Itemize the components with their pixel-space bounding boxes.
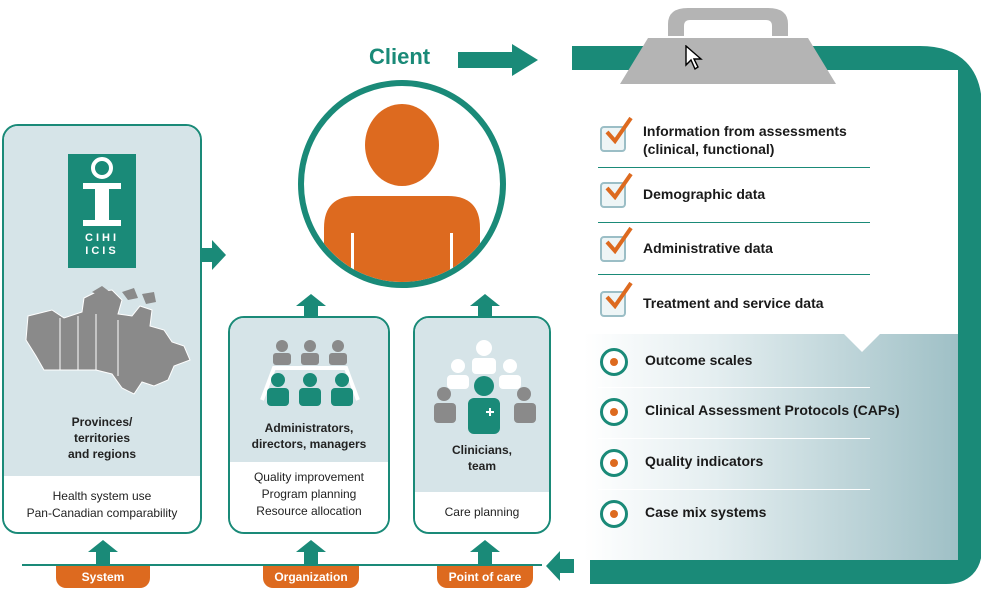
input-label: Treatment and service data [643, 295, 824, 311]
divider [598, 274, 870, 275]
client-label: Client [369, 44, 431, 69]
input-label: Administrative data [643, 240, 773, 256]
info-icon [83, 157, 121, 226]
arrow-right-icon [200, 240, 226, 270]
arrow-left-icon [546, 551, 574, 581]
title-line: territories [73, 431, 131, 445]
checkmark-icon [605, 116, 633, 144]
use-line: Health system use [52, 489, 152, 503]
cihi-logo: CIHI ICIS [68, 154, 136, 268]
input-label: Demographic data [643, 186, 766, 202]
use-line: Resource allocation [256, 504, 362, 518]
clipboard-frame [572, 8, 981, 584]
client-avatar [298, 80, 506, 288]
bullet-icon [600, 449, 628, 477]
use-line: Quality improvement [253, 470, 365, 484]
flow-line [22, 564, 542, 566]
input-treatment: Treatment and service data [600, 281, 870, 319]
tab-system: System [56, 566, 150, 588]
logo-text: ICIS [85, 245, 119, 257]
tab-organization: Organization [263, 566, 359, 588]
checkmark-icon [605, 281, 633, 309]
arrow-right-icon [458, 44, 538, 76]
output-label: Outcome scales [645, 352, 753, 368]
meeting-group-icon [260, 340, 360, 406]
output-caps: Clinical Assessment Protocols (CAPs) [600, 398, 930, 428]
divider [598, 438, 870, 439]
bullet-icon [600, 500, 628, 528]
output-outcome-scales: Outcome scales [600, 348, 930, 378]
arrow-up-icon [88, 540, 118, 564]
bullet-icon [600, 398, 628, 426]
use-line: Program planning [261, 487, 357, 501]
input-demographic: Demographic data [600, 172, 870, 210]
output-quality-indicators: Quality indicators [600, 449, 930, 479]
title-line: Administrators, [264, 421, 354, 435]
arrow-up-icon [470, 540, 500, 564]
input-label: Information from assessments [643, 123, 847, 139]
system-card-title: Provinces/ territories and regions [2, 414, 202, 462]
bullet-icon [600, 348, 628, 376]
checkmark-icon [605, 226, 633, 254]
cursor-icon [685, 45, 703, 71]
divider [598, 167, 870, 168]
output-label: Case mix systems [645, 504, 767, 520]
checkmark-icon [605, 172, 633, 200]
output-label: Clinical Assessment Protocols (CAPs) [645, 402, 900, 418]
care-card-title: Clinicians, team [413, 442, 551, 474]
title-line: and regions [67, 447, 136, 461]
arrow-up-icon [296, 540, 326, 564]
title-line: Provinces/ [71, 415, 133, 429]
arrow-up-icon [296, 294, 326, 318]
use-line: Care planning [444, 505, 520, 519]
logo-text: CIHI [85, 232, 119, 244]
use-line: Pan-Canadian comparability [26, 506, 178, 520]
input-assessments: Information from assessments (clinical, … [600, 116, 870, 162]
title-line: Clinicians, [451, 443, 513, 457]
divider [598, 222, 870, 223]
title-line: directors, managers [251, 437, 367, 451]
divider [598, 489, 870, 490]
canada-map-icon [25, 286, 191, 395]
output-label: Quality indicators [645, 453, 764, 469]
organization-card-title: Administrators, directors, managers [228, 420, 390, 452]
input-label: (clinical, functional) [643, 141, 775, 157]
output-case-mix: Case mix systems [600, 500, 930, 530]
tab-point-of-care: Point of care [437, 566, 533, 588]
arrow-up-icon [470, 294, 500, 318]
divider [598, 387, 870, 388]
input-administrative: Administrative data [600, 226, 870, 264]
clinicians-team-icon [434, 340, 536, 434]
title-line: team [467, 459, 496, 473]
